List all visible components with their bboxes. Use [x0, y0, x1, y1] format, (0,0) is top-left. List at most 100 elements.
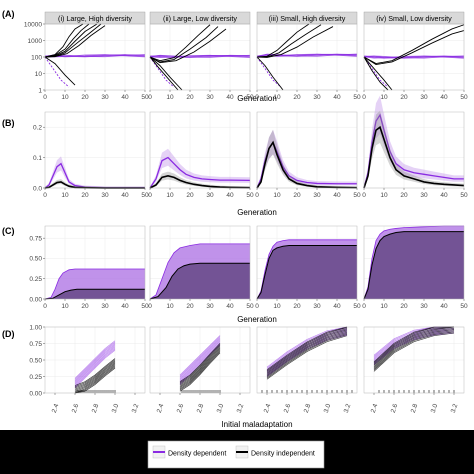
x-tick-label: 20 — [400, 303, 408, 310]
y-tick-label: 1 — [38, 87, 42, 94]
facet-strip-label: (i) Large, High diversity — [58, 14, 132, 23]
series-line — [74, 363, 116, 391]
series-line — [74, 341, 116, 380]
series-line — [256, 140, 358, 189]
facet-panel: (ii) Large, Low diversity 0 10 20 30 40 50 — [148, 11, 254, 101]
series-line — [179, 345, 221, 385]
series-line — [74, 340, 116, 379]
x-tick-label: 40 — [333, 192, 341, 199]
series-line — [149, 156, 251, 189]
x-tick-label: 0 — [43, 192, 47, 199]
series-line — [74, 349, 116, 389]
y-tick-label: 0.1 — [33, 155, 42, 162]
series-line — [373, 326, 455, 366]
facet-panel: 0 10 20 30 40 50 — [148, 111, 254, 199]
x-tick-label: 3.2 — [343, 403, 353, 414]
series-line — [373, 327, 455, 367]
di-series-line — [44, 23, 98, 58]
series-line — [179, 349, 221, 388]
panel-border — [363, 225, 465, 300]
x-tick-label: 30 — [206, 192, 214, 199]
x-tick-label: 0 — [362, 94, 366, 101]
dd-series-line — [44, 56, 70, 88]
series-line — [74, 342, 116, 381]
series-line — [179, 346, 221, 386]
series-line — [179, 338, 221, 379]
dd-series-line — [256, 53, 358, 57]
di-series-line — [363, 56, 389, 91]
series-line — [373, 326, 455, 365]
dd-series-line — [363, 56, 389, 88]
row-label: (A) — [2, 9, 15, 19]
x-tick-label: 2.8 — [91, 403, 101, 414]
panel-border — [256, 225, 358, 300]
series-line — [74, 346, 116, 385]
series-line — [44, 268, 145, 300]
x-tick-label: 30 — [313, 303, 321, 310]
y-tick-label: 0.50 — [29, 256, 42, 263]
series-line — [149, 175, 251, 189]
x-tick-label: 30 — [101, 192, 109, 199]
x-tick-label: 50 — [353, 192, 361, 199]
x-tick-label: 20 — [186, 192, 194, 199]
x-tick-label: 40 — [121, 94, 129, 101]
x-tick-label: 30 — [101, 94, 109, 101]
x-tick-label: 50 — [141, 94, 149, 101]
x-tick-label: 40 — [440, 94, 448, 101]
y-tick-label: 0.25 — [29, 276, 42, 283]
series-line — [74, 345, 116, 384]
y-tick-label: 0.00 — [29, 296, 42, 303]
facet-panel: 0.00 0.25 0.50 0.75 1.00 2.4 2.6 2.8 3.0 3.2 — [29, 324, 146, 414]
legend-label-di: Density independent — [251, 451, 315, 458]
y-tick-label: 0.00 — [29, 390, 42, 397]
x-tick-label: 30 — [313, 192, 321, 199]
series-line — [179, 335, 221, 376]
x-tick-label: 10 — [273, 303, 281, 310]
facet-panel: (iii) Small, High diversity 0 10 20 30 40 50 — [255, 11, 361, 101]
x-tick-label: 30 — [420, 192, 428, 199]
facet-panel: 0 10 20 30 40 50 — [255, 225, 361, 310]
series-line — [179, 339, 221, 381]
x-tick-label: 20 — [186, 303, 194, 310]
series-line — [363, 125, 465, 189]
di-series-line — [256, 56, 284, 91]
x-tick-label: 30 — [313, 94, 321, 101]
x-tick-label: 50 — [460, 94, 468, 101]
di-series-line — [149, 24, 211, 62]
panel-border — [256, 23, 358, 91]
x-tick-label: 0 — [362, 192, 366, 199]
di-series-line — [363, 56, 393, 91]
panel-border — [363, 111, 465, 189]
x-tick-label: 3.2 — [236, 403, 246, 414]
facet-strip-label: (iii) Small, High diversity — [269, 14, 346, 23]
y-tick-label: 0.50 — [29, 357, 42, 364]
x-tick-label: 2.8 — [196, 403, 206, 414]
panel-background — [45, 112, 145, 188]
series-line — [266, 328, 348, 373]
x-tick-label: 10 — [273, 94, 281, 101]
di-series-line — [149, 56, 183, 91]
x-tick-label: 0 — [43, 94, 47, 101]
di-series-line — [256, 23, 310, 58]
dd-series-line — [149, 54, 251, 58]
series-line — [266, 326, 348, 371]
series-line — [179, 344, 221, 384]
di-series-line — [149, 28, 227, 64]
y-tick-label: 1.00 — [29, 324, 42, 331]
x-tick-label: 30 — [101, 303, 109, 310]
series-ribbon — [150, 148, 250, 188]
series-line — [74, 358, 116, 386]
x-tick-label: 3.2 — [450, 403, 460, 414]
facet-panel: 0 10 20 30 40 50 — [148, 225, 254, 310]
panel-background — [150, 112, 250, 188]
x-tick-label: 20 — [400, 94, 408, 101]
series-line — [179, 341, 221, 382]
facet-grid: (A) Generation (i) Large, High diversity 1 1… — [2, 9, 468, 429]
row-label: (B) — [2, 118, 15, 128]
series-line — [179, 352, 221, 392]
series-line — [266, 334, 348, 379]
series-line — [74, 344, 116, 383]
y-tick-label: 0.75 — [29, 235, 42, 242]
x-tick-label: 0 — [148, 94, 152, 101]
facet-strip-label: (iv) Small, Low diversity — [376, 14, 452, 23]
